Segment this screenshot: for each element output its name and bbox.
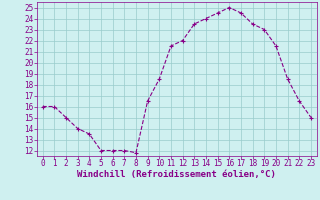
X-axis label: Windchill (Refroidissement éolien,°C): Windchill (Refroidissement éolien,°C)	[77, 170, 276, 179]
